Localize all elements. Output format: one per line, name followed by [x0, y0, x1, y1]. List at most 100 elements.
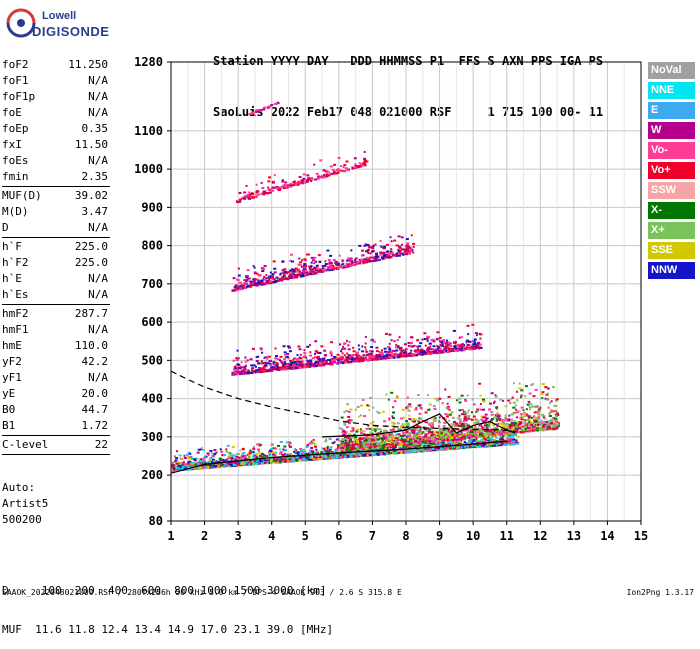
echo-point [327, 456, 329, 458]
echo-point [189, 453, 191, 455]
echo-point [392, 417, 395, 419]
echo-point [515, 428, 518, 430]
echo-point [353, 350, 356, 352]
echo-band [231, 324, 482, 376]
echo-point [289, 350, 292, 352]
echo-point [248, 455, 251, 457]
echo-point [542, 383, 545, 385]
echo-point [341, 428, 343, 430]
echo-point [520, 396, 522, 398]
echo-point [385, 435, 387, 437]
echo-point [419, 442, 422, 444]
echo-point [239, 449, 241, 451]
echo-point [187, 463, 189, 465]
echo-point [493, 402, 495, 404]
echo-point [480, 434, 483, 436]
echo-point [464, 416, 467, 418]
echo-point [389, 436, 392, 438]
echo-point [520, 431, 523, 433]
echo-point [362, 354, 364, 356]
echo-point [360, 445, 363, 447]
echo-point [261, 462, 264, 464]
echo-point [434, 431, 436, 433]
echo-point [447, 403, 449, 405]
echo-point [269, 450, 272, 452]
echo-point [248, 463, 250, 465]
echo-point [336, 448, 339, 450]
echo-point [365, 448, 368, 450]
echo-point [421, 408, 423, 410]
echo-point [268, 455, 271, 457]
echo-point [424, 438, 426, 440]
echo-point [233, 455, 236, 457]
echo-point [397, 339, 399, 341]
echo-point [360, 432, 363, 434]
echo-point [474, 338, 477, 340]
echo-point [512, 438, 515, 440]
echo-point [407, 405, 409, 407]
echo-point [256, 443, 259, 445]
echo-point [459, 401, 462, 403]
echo-point [524, 422, 527, 424]
echo-point [345, 410, 348, 412]
echo-point [549, 415, 552, 417]
echo-point [379, 428, 382, 430]
echo-point [383, 445, 385, 447]
echo-point [346, 426, 349, 428]
echo-point [301, 452, 303, 454]
echo-point [309, 459, 312, 461]
echo-point [414, 419, 417, 421]
echo-point [390, 429, 393, 431]
echo-point [434, 398, 437, 400]
echo-point [352, 347, 354, 349]
echo-point [279, 460, 282, 462]
echo-point [525, 385, 528, 387]
echo-point [363, 454, 366, 456]
echo-point [499, 439, 501, 441]
echo-point [541, 391, 544, 393]
echo-point [429, 449, 432, 451]
echo-point [284, 459, 286, 461]
echo-point [446, 415, 449, 417]
echo-point [519, 421, 522, 423]
echo-point [520, 414, 522, 416]
echo-point [273, 452, 276, 454]
echo-point [406, 431, 409, 433]
echo-point [186, 454, 189, 456]
echo-point [482, 401, 485, 403]
echo-point [442, 402, 444, 404]
echo-point [416, 437, 418, 439]
echo-point [516, 443, 519, 445]
echo-point [468, 415, 470, 417]
echo-point [368, 436, 371, 438]
echo-point [324, 440, 327, 442]
echo-point [438, 425, 440, 427]
echo-point [535, 420, 538, 422]
echo-point [464, 400, 467, 402]
echo-point [461, 409, 464, 411]
echo-point [286, 441, 289, 443]
echo-point [207, 452, 210, 454]
echo-point [472, 399, 474, 401]
echo-point [303, 451, 306, 453]
echo-point [447, 407, 449, 409]
echo-point [358, 416, 360, 418]
echo-point [477, 446, 480, 448]
echo-point [403, 444, 405, 446]
echo-traces [171, 102, 560, 472]
echo-point [213, 449, 216, 451]
echo-point [502, 400, 504, 402]
echo-point [418, 430, 420, 432]
echo-point [451, 411, 454, 413]
echo-point [509, 436, 512, 438]
echo-point [409, 439, 412, 441]
echo-point [200, 458, 202, 460]
echo-point [491, 445, 494, 447]
echo-point [521, 407, 524, 409]
echo-point [231, 457, 234, 459]
echo-point [177, 465, 180, 467]
echo-point [551, 400, 553, 402]
echo-point [341, 417, 344, 419]
echo-point [176, 463, 179, 465]
echo-point [352, 427, 355, 429]
